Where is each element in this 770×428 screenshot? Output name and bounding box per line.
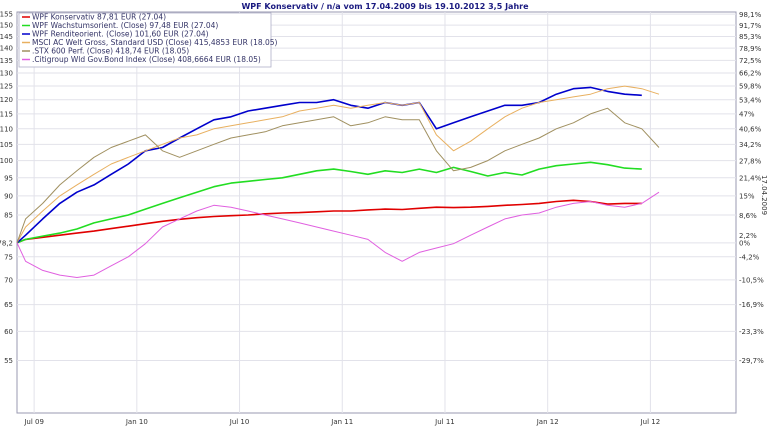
y-left-tick-label: 140: [0, 45, 13, 53]
plot-frame: [16, 11, 737, 414]
legend: WPF Konservativ 87,81 EUR (27.04)WPF Wac…: [18, 12, 278, 68]
y-left-tick-label: 145: [0, 33, 13, 41]
y-left-tick-label: 130: [0, 69, 13, 77]
legend-entry: WPF Renditeorient. (Close) 101,60 EUR (2…: [32, 30, 209, 39]
y-right-tick-label: 91,7%: [739, 22, 762, 30]
x-tick-label: Jan 10: [125, 418, 148, 426]
y-right-tick-label: 47%: [739, 111, 755, 119]
y-left-tick-label: 90: [4, 192, 13, 200]
y-left-tick-label: 120: [0, 96, 13, 104]
y-right-tick-label: 53,4%: [739, 96, 762, 104]
x-tick-label: Jul 11: [434, 418, 455, 426]
y-right-tick-label: 27,8%: [739, 157, 762, 165]
series-line-1: [16, 161, 642, 244]
y-right-tick-label: -23,3%: [739, 328, 764, 336]
y-right-tick-label: 8,6%: [739, 212, 757, 220]
y-left-tick-label: 78,2: [0, 239, 13, 247]
legend-entry: WPF Konservativ 87,81 EUR (27.04): [32, 13, 166, 22]
series-line-5: [16, 191, 660, 278]
y-right-tick-label: 15%: [739, 193, 755, 201]
series-lines: [16, 85, 660, 278]
y-right-tick-label: 21,4%: [739, 175, 762, 183]
x-tick-label: Jan 11: [330, 418, 353, 426]
legend-box: [18, 12, 272, 68]
y-right-tick-label: 34,2%: [739, 141, 762, 149]
y-right-tick-label: 66,2%: [739, 70, 762, 78]
end-date-label: 17.04.2009: [760, 175, 768, 215]
y-left-tick-label: 100: [0, 157, 13, 165]
y-left-tick-label: 150: [0, 22, 13, 30]
y-left-tick-label: 105: [0, 141, 13, 149]
legend-entry: MSCI AC Welt Gross, Standard USD (Close)…: [32, 38, 278, 47]
y-left-tick-label: 60: [4, 328, 13, 336]
y-right-tick-label: 72,5%: [739, 57, 762, 65]
y-right-tick-label: -4,2%: [739, 254, 760, 262]
y-right-tick-label: 98,1%: [739, 11, 762, 19]
grid: [17, 12, 736, 413]
y-left-tick-label: 95: [4, 174, 13, 182]
y-left-tick-label: 135: [0, 57, 13, 65]
chart-title: WPF Konservativ / n/a vom 17.04.2009 bis…: [241, 2, 529, 11]
y-right-tick-label: 78,9%: [739, 45, 762, 53]
y-right-tick-label: 85,3%: [739, 33, 762, 41]
series-line-4: [16, 107, 660, 243]
y-right-tick-label: 59,8%: [739, 83, 762, 91]
y-right-tick-label: 2,2%: [739, 232, 757, 240]
legend-entry: .Citigroup Wld Gov.Bond Index (Close) 40…: [32, 55, 261, 64]
x-tick-label: Jan 12: [536, 418, 559, 426]
y-right-tick-label: 0%: [739, 239, 750, 247]
y-left-tick-label: 110: [0, 125, 13, 133]
plot-area: [16, 11, 737, 414]
x-tick-label: Jul 12: [640, 418, 661, 426]
y-right-tick-label: -29,7%: [739, 357, 764, 365]
y-right-tick-label: 40,6%: [739, 125, 762, 133]
legend-entry: .STX 600 Perf. (Close) 418,74 EUR (18.05…: [32, 47, 189, 56]
y-left-tick-label: 155: [0, 11, 13, 19]
y-left-tick-label: 65: [4, 301, 13, 309]
legend-entry: WPF Wachstumsorient. (Close) 97,48 EUR (…: [32, 21, 218, 30]
y-left-tick-label: 85: [4, 211, 13, 219]
tick-labels: 155 150 145 140 135 130 125 120 115 110 105 100 95 90…: [0, 11, 764, 426]
y-left-tick-label: 55: [4, 357, 13, 365]
y-left-tick-label: 70: [4, 276, 13, 284]
y-left-tick-label: 125: [0, 83, 13, 91]
y-left-tick-label: 75: [4, 253, 13, 261]
y-right-tick-label: -16,9%: [739, 301, 764, 309]
series-line-3: [16, 85, 660, 244]
series-line-0: [16, 199, 642, 244]
y-right-tick-label: -10,5%: [739, 276, 764, 284]
x-tick-label: Jul 10: [229, 418, 250, 426]
y-left-tick-label: 115: [0, 110, 13, 118]
x-tick-label: Jul 09: [23, 418, 44, 426]
